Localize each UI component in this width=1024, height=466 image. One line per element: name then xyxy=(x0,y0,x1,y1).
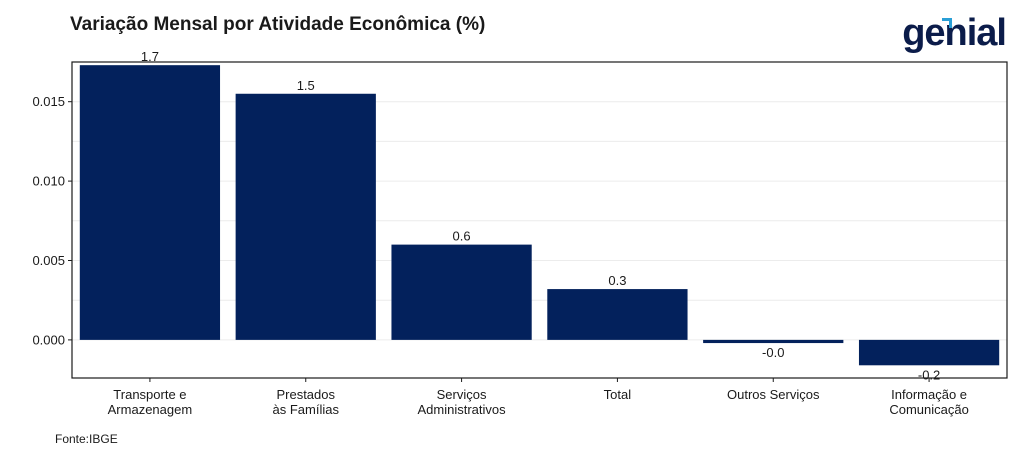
data-label: 1.5 xyxy=(297,78,315,93)
bar xyxy=(547,289,688,340)
bar xyxy=(235,93,376,340)
x-tick-label: Outros Serviços xyxy=(727,387,820,402)
bars xyxy=(79,65,1000,366)
y-tick-label: 0.010 xyxy=(32,174,65,189)
y-tick-label: 0.015 xyxy=(32,94,65,109)
x-tick-label: Prestados às Famílias xyxy=(273,387,340,417)
logo-accent-icon xyxy=(942,18,952,28)
bar xyxy=(79,65,221,340)
x-tick-label: Transporte e Armazenagem xyxy=(108,387,193,417)
genial-logo: genial xyxy=(902,12,1007,54)
bar-chart: 1.71.50.60.3-0.0-0.2 0.0000.0050.0100.01… xyxy=(32,49,1008,417)
data-label: 1.7 xyxy=(141,49,159,64)
data-label: 0.3 xyxy=(608,273,626,288)
data-label: 0.6 xyxy=(453,229,471,244)
plot-frame xyxy=(71,61,1008,379)
x-tick-label: Total xyxy=(604,387,632,402)
y-axis: 0.000 0.005 0.010 0.015 xyxy=(32,94,72,347)
y-tick-label: 0.005 xyxy=(32,253,65,268)
chart-title: Variação Mensal por Atividade Econômica … xyxy=(70,14,486,35)
data-label: -0.0 xyxy=(762,345,784,360)
x-axis: Transporte e Armazenagem Prestados às Famíl… xyxy=(108,378,969,417)
bar xyxy=(703,339,844,344)
bar xyxy=(858,339,1000,366)
y-tick-label: 0.000 xyxy=(32,332,65,347)
source-note: Fonte:IBGE xyxy=(55,432,118,446)
x-tick-label: Serviços Administrativos xyxy=(418,387,507,417)
x-tick-label: Informação e Comunicação xyxy=(889,387,969,417)
bar xyxy=(391,244,532,340)
